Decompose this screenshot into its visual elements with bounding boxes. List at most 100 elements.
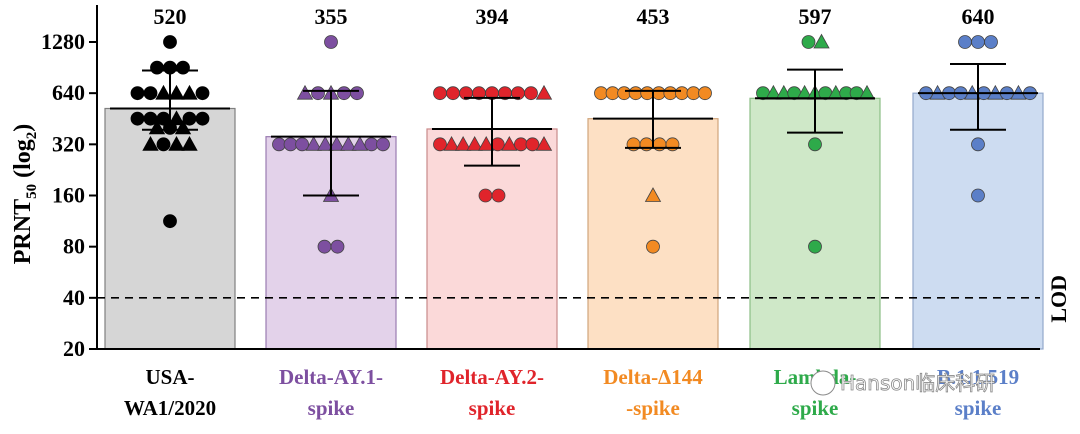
gmt-label: 453	[637, 4, 670, 29]
data-point-triangle	[644, 187, 662, 202]
category-label: spike	[792, 396, 839, 420]
y-tick-label: 1280	[41, 29, 85, 54]
data-point-circle	[143, 86, 158, 101]
data-point-circle	[626, 137, 641, 152]
category-label: Delta-AY.2-	[440, 365, 544, 389]
data-point-circle	[433, 137, 447, 152]
data-point-circle	[971, 188, 985, 203]
data-point-circle	[364, 137, 379, 152]
data-point-triangle	[181, 84, 198, 100]
data-point-circle	[639, 137, 654, 152]
data-point-circle	[376, 137, 390, 152]
data-point-circle	[163, 35, 177, 49]
y-tick-label: 20	[63, 336, 85, 361]
gmt-label: 355	[315, 4, 348, 29]
data-point-circle	[337, 86, 351, 101]
data-point-circle	[513, 137, 528, 152]
data-point-circle	[686, 86, 701, 101]
data-point-circle	[446, 86, 460, 101]
data-point-circle	[594, 86, 608, 101]
data-point-circle	[698, 86, 712, 101]
data-point-circle	[330, 239, 345, 254]
data-point-triangle	[454, 136, 472, 151]
data-point-triangle	[340, 136, 357, 151]
data-point-circle	[674, 86, 689, 101]
data-point-circle	[808, 137, 822, 152]
data-point-circle	[628, 86, 643, 101]
data-point-triangle	[305, 136, 322, 151]
category-label: spike	[955, 396, 1002, 420]
data-point-circle	[156, 137, 171, 152]
y-tick-label: 40	[63, 285, 85, 310]
data-point-triangle	[443, 136, 460, 151]
data-point-circle	[130, 111, 145, 126]
data-point-triangle	[168, 136, 185, 151]
data-point-circle	[971, 137, 985, 152]
data-point-circle	[324, 35, 338, 49]
data-point-circle	[663, 86, 678, 101]
data-point-circle	[350, 86, 364, 101]
data-point-triangle	[478, 136, 495, 151]
bar	[587, 118, 719, 350]
data-point-circle	[295, 137, 310, 152]
lod-label: LOD	[1046, 275, 1071, 323]
category-label: USA-	[145, 365, 194, 389]
data-point-triangle	[168, 110, 185, 126]
data-point-circle	[665, 137, 680, 152]
data-point-circle	[524, 86, 538, 101]
bar	[749, 97, 881, 350]
watermark-text: Hanson临床科研	[840, 371, 995, 395]
data-point-circle	[646, 239, 660, 254]
data-point-circle	[143, 111, 158, 126]
data-point-circle	[605, 86, 620, 101]
data-point-circle	[971, 35, 985, 49]
data-point-triangle	[181, 136, 198, 151]
data-point-circle	[311, 86, 325, 101]
data-point-circle	[652, 137, 667, 152]
data-point-circle	[651, 86, 666, 101]
data-point-triangle	[317, 136, 334, 151]
gmt-label: 394	[476, 4, 509, 29]
data-point-circle	[808, 239, 822, 254]
y-axis-label: PRNT50 (log2)	[10, 124, 40, 265]
data-point-circle	[317, 239, 332, 254]
bar	[912, 92, 1044, 350]
data-point-circle	[958, 35, 972, 49]
data-point-circle	[156, 111, 171, 126]
data-point-triangle	[501, 136, 518, 151]
data-point-circle	[491, 188, 506, 203]
data-point-circle	[283, 137, 298, 152]
y-tick-label: 160	[52, 183, 85, 208]
category-label: -spike	[626, 396, 680, 420]
data-point-circle	[195, 111, 210, 126]
gmt-label: 520	[154, 4, 187, 29]
watermark: Hanson临床科研	[810, 370, 996, 396]
data-point-triangle	[142, 136, 159, 151]
data-point-circle	[272, 137, 286, 152]
data-point-circle	[163, 214, 177, 229]
category-label: Delta-AY.1-	[279, 365, 383, 389]
data-point-triangle	[351, 136, 369, 151]
data-point-circle	[984, 35, 998, 49]
data-point-triangle	[813, 33, 830, 49]
data-point-triangle	[155, 84, 172, 100]
data-point-circle	[433, 86, 447, 101]
y-tick-label: 320	[52, 131, 85, 156]
data-point-circle	[182, 111, 197, 126]
category-label: WA1/2020	[124, 396, 216, 420]
data-point-circle	[195, 86, 210, 101]
data-point-circle	[617, 86, 632, 101]
data-point-circle	[130, 86, 145, 101]
data-point-triangle	[296, 84, 314, 100]
y-tick-label: 640	[52, 80, 85, 105]
data-point-triangle	[535, 136, 553, 151]
data-point-triangle	[328, 136, 345, 151]
data-point-triangle	[168, 84, 185, 100]
gmt-label: 640	[962, 4, 995, 29]
data-point-circle	[150, 60, 164, 75]
category-label: spike	[308, 396, 355, 420]
data-point-circle	[176, 60, 190, 75]
data-point-circle	[525, 137, 540, 152]
